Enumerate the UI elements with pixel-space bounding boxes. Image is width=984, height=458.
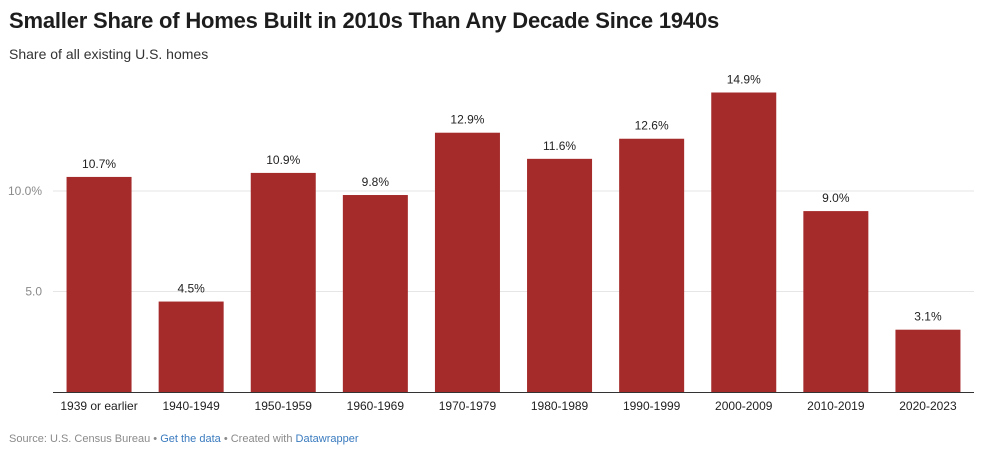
y-tick-label: 10.0%	[8, 184, 42, 198]
x-tick-label: 1970-1979	[439, 399, 497, 413]
chart-subtitle: Share of all existing U.S. homes	[9, 46, 209, 62]
bar	[803, 211, 869, 392]
data-label: 12.6%	[635, 119, 669, 133]
footer-separator: •	[220, 433, 231, 445]
bar	[619, 138, 685, 392]
x-tick-label: 1990-1999	[623, 399, 681, 413]
bars	[66, 92, 961, 392]
footer-created-with: Created with	[230, 433, 296, 445]
data-label: 14.9%	[727, 73, 761, 87]
x-tick-label: 1939 or earlier	[60, 399, 137, 413]
data-label: 12.9%	[450, 113, 484, 127]
data-label: 11.6%	[543, 139, 576, 153]
x-tick-label: 1960-1969	[347, 399, 405, 413]
data-label: 9.0%	[822, 191, 850, 205]
x-tick-label: 2020-2023	[899, 399, 957, 413]
data-label: 10.9%	[266, 153, 300, 167]
get-the-data-link[interactable]: Get the data	[160, 433, 221, 445]
bar	[527, 158, 593, 392]
bar	[434, 132, 500, 392]
x-tick-label: 2000-2009	[715, 399, 773, 413]
bar	[66, 176, 132, 392]
bar	[158, 301, 224, 392]
data-label: 3.1%	[914, 310, 942, 324]
x-tick-label: 1980-1989	[531, 399, 589, 413]
footer-separator: •	[150, 433, 161, 445]
data-label: 9.8%	[362, 175, 390, 189]
bar	[711, 92, 777, 392]
footer: Source: U.S. Census Bureau • Get the dat…	[9, 433, 359, 445]
data-label: 4.5%	[177, 282, 205, 296]
bar	[250, 172, 316, 392]
bar	[342, 195, 408, 392]
data-labels: 10.7% 4.5% 10.9% 9.8% 12.9% 11.6% 12.6% 14.9% 9.…	[82, 73, 942, 324]
x-tick-label: 1940-1949	[162, 399, 220, 413]
x-axis-ticks: 1939 or earlier 1940-1949 1950-1959 1960-19…	[60, 399, 957, 413]
bar	[895, 329, 961, 392]
bar-chart: 5.0 10.0% 10.7% 4.5% 10.9% 9.8% 12.9% 11.6% 12.…	[8, 73, 974, 413]
datawrapper-link[interactable]: Datawrapper	[295, 433, 359, 445]
chart-title: Smaller Share of Homes Built in 2010s Th…	[9, 8, 720, 33]
x-tick-label: 2010-2019	[807, 399, 865, 413]
y-tick-label: 5.0	[25, 285, 42, 299]
y-axis-ticks: 5.0 10.0%	[8, 184, 42, 299]
data-label: 10.7%	[82, 157, 116, 171]
footer-source: Source: U.S. Census Bureau	[9, 433, 151, 445]
x-tick-label: 1950-1959	[255, 399, 313, 413]
